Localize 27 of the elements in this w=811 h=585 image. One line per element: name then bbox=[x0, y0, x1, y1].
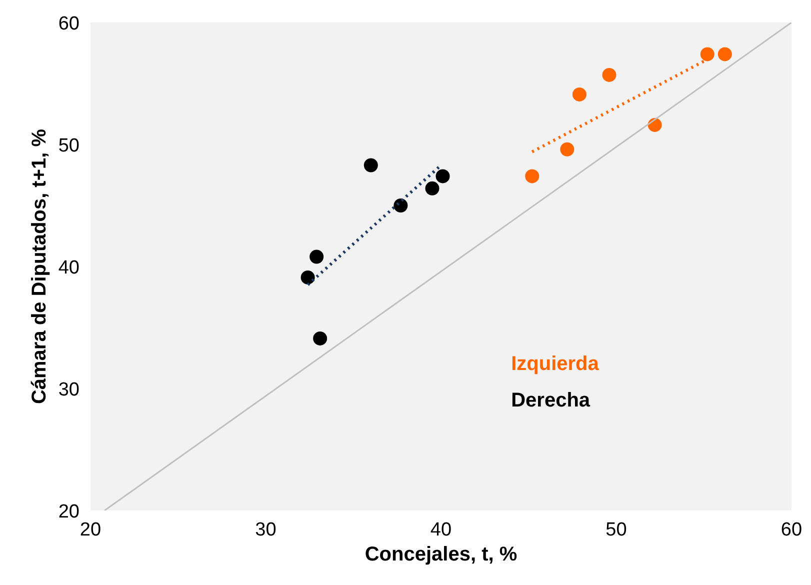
point bbox=[700, 47, 714, 62]
x-tick-label: 60 bbox=[780, 520, 802, 540]
point bbox=[718, 47, 732, 62]
y-tick-label: 60 bbox=[58, 14, 80, 34]
text: Derecha bbox=[511, 390, 591, 412]
x-tick-label: 50 bbox=[606, 520, 627, 540]
text: Izquierda bbox=[511, 353, 600, 376]
x-axis-title: Concejales, t, % bbox=[364, 544, 518, 566]
point bbox=[313, 331, 328, 346]
x-tick-label: 30 bbox=[255, 520, 276, 540]
point bbox=[436, 169, 450, 184]
point bbox=[364, 158, 378, 172]
point bbox=[310, 250, 324, 264]
point bbox=[394, 198, 408, 212]
y-tick-label: 20 bbox=[58, 502, 80, 522]
point bbox=[572, 87, 586, 102]
point bbox=[300, 270, 315, 284]
y-tick-label: 30 bbox=[58, 380, 80, 400]
y-tick-label: 40 bbox=[58, 258, 80, 278]
point bbox=[602, 68, 616, 82]
x-tick-label: 20 bbox=[80, 520, 102, 540]
point bbox=[525, 169, 540, 184]
point bbox=[560, 142, 574, 156]
point bbox=[425, 181, 440, 196]
y-tick-label: 50 bbox=[58, 136, 80, 156]
y-axis-title: Cámara de Diputados, t+1, % bbox=[28, 128, 50, 404]
x-tick-label: 40 bbox=[430, 520, 452, 540]
